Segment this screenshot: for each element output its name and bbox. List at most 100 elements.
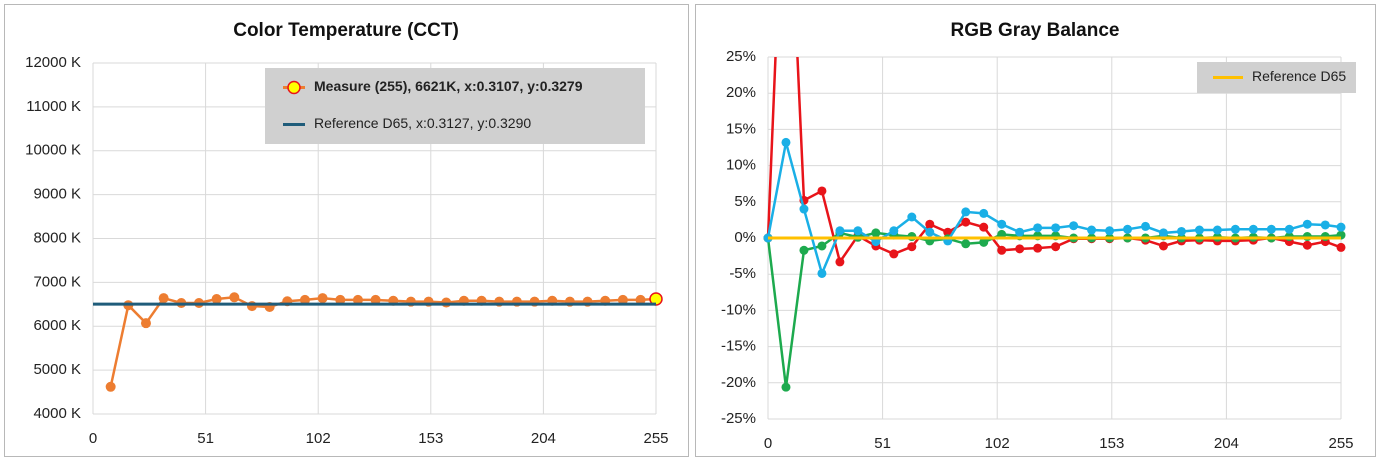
data-point [1105,226,1115,236]
legend-label: Measure (255), 6621K, x:0.3107, y:0.3279 [314,78,583,94]
data-point [352,294,363,305]
data-point [140,318,151,329]
data-point [246,301,257,312]
data-point [1284,224,1294,234]
data-point [635,294,646,305]
data-point [889,249,899,259]
data-point [961,207,971,217]
y-tick-label: -10% [721,301,756,318]
data-point [1033,223,1043,233]
data-point [1051,223,1061,233]
y-tick-label: -20% [721,374,756,391]
y-tick-label: 15% [726,120,756,137]
data-point [907,212,917,222]
data-point [1176,226,1186,236]
data-point [1087,225,1097,235]
x-tick-label: 102 [306,430,331,447]
y-tick-label: -15% [721,338,756,355]
data-point [1015,227,1025,237]
data-point [1302,240,1312,250]
data-point [1033,243,1043,253]
chart-title: Color Temperature (CCT) [233,20,459,41]
y-tick-label: 10% [726,157,756,174]
data-point [835,257,845,267]
data-point [817,186,827,196]
y-tick-label: 8000 K [33,229,81,246]
y-tick-label: 4000 K [33,405,81,422]
data-point [943,227,953,237]
legend-box [265,68,645,144]
x-tick-label: 255 [643,430,668,447]
data-point [317,293,328,304]
data-point [1248,224,1258,234]
y-tick-label: 5000 K [33,361,81,378]
data-point [799,245,809,255]
y-tick-label: 20% [726,84,756,101]
data-point [853,226,863,236]
y-tick-label: -5% [729,265,756,282]
x-tick-label: 51 [197,430,214,447]
x-tick-label: 255 [1328,435,1353,452]
data-point [961,239,971,249]
x-tick-label: 102 [985,435,1010,452]
data-point [1194,225,1204,235]
data-point [1158,228,1168,238]
data-point [1015,244,1025,254]
x-tick-label: 153 [1099,435,1124,452]
data-point [370,294,381,305]
data-point [211,294,222,305]
data-point [299,294,310,305]
data-point [889,226,899,236]
data-point [835,226,845,236]
x-tick-label: 153 [418,430,443,447]
chart-title: RGB Gray Balance [951,20,1120,41]
x-tick-label: 0 [89,430,97,447]
y-tick-label: 6000 K [33,317,81,334]
y-tick-label: -25% [721,410,756,427]
data-point [617,294,628,305]
y-tick-label: 5% [734,193,756,210]
data-point [907,242,917,252]
x-tick-label: 204 [531,430,556,447]
data-point [1123,224,1133,234]
y-tick-label: 9000 K [33,186,81,203]
data-point [781,137,791,147]
data-point [1051,242,1061,252]
x-tick-label: 0 [764,435,772,452]
data-point [1141,221,1151,231]
y-tick-label: 7000 K [33,273,81,290]
data-point [441,297,452,308]
legend-marker [287,80,301,95]
plot-area [763,57,1346,392]
data-point [925,219,935,229]
data-point [335,294,346,305]
data-point [817,268,827,278]
data-point [781,382,791,392]
data-point [1266,224,1276,234]
data-point [1320,220,1330,230]
data-point [799,204,809,214]
data-point [997,219,1007,229]
x-tick-label: 51 [874,435,891,452]
y-tick-label: 12000 K [25,54,81,71]
data-point [1069,221,1079,231]
data-point [997,245,1007,255]
legend: Measure (255), 6621K, x:0.3107, y:0.3279… [265,68,645,144]
data-point [979,222,989,232]
data-point [1158,241,1168,251]
data-point [158,293,169,304]
data-point [1336,222,1346,232]
data-point [925,227,935,237]
data-point [1212,225,1222,235]
data-point [979,237,989,247]
chart-panel: RGB Gray Balance -25% -20% -15% -10% -5% 0% 5% 1… [695,4,1376,457]
data-point [1336,242,1346,252]
legend-label: Reference D65, x:0.3127, y:0.3290 [314,115,531,131]
data-point [817,241,827,251]
y-tick-label: 25% [726,48,756,65]
plot-area [93,292,663,392]
legend-label: Reference D65 [1252,68,1346,84]
data-point [871,228,881,238]
data-point [105,381,116,392]
